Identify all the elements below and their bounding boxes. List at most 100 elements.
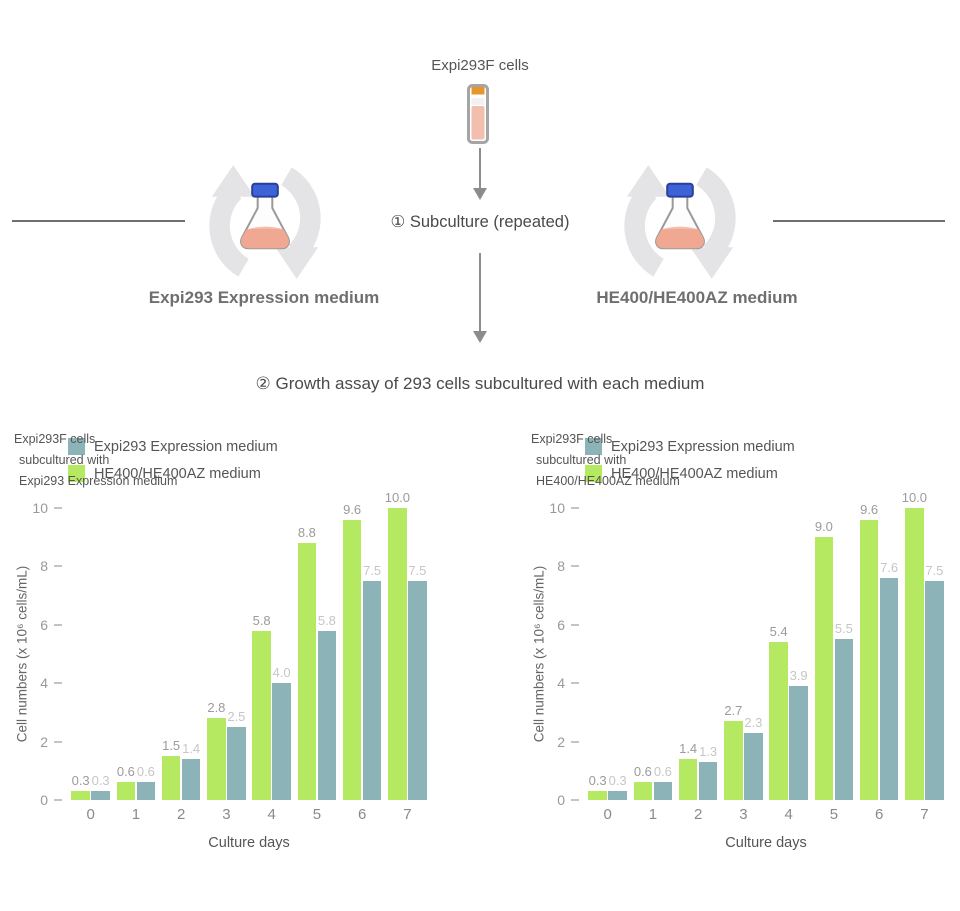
bar: 0.3 <box>91 773 110 800</box>
bar-value-label: 0.3 <box>608 773 627 789</box>
bar: 7.5 <box>362 563 382 800</box>
annotation-line: HE400/HE400AZ medium <box>536 474 680 488</box>
bar-group: 1.4 1.3 <box>676 741 721 800</box>
bar-group: 0.3 0.3 <box>68 773 113 800</box>
bar-group: 5.4 3.9 <box>766 624 811 800</box>
recycle-arrows-icon <box>624 165 736 279</box>
annotation-line: Expi293F cells <box>14 432 96 446</box>
x-axis-labels: 0 1 2 3 4 5 6 7 <box>585 806 947 823</box>
flask-icon <box>655 182 705 250</box>
bar-value-label: 0.3 <box>71 773 90 789</box>
legend-label: HE400/HE400AZ medium <box>94 465 261 482</box>
bar: 2.7 <box>724 703 743 800</box>
bar: 10.0 <box>902 490 927 800</box>
y-tick-mark <box>54 623 62 626</box>
x-tick-label: 0 <box>603 806 612 823</box>
bar: 7.5 <box>408 563 427 800</box>
y-tick-mark <box>571 507 579 509</box>
x-axis-labels: 0 1 2 3 4 5 6 7 <box>68 806 430 823</box>
bar-value-label: 7.5 <box>408 563 427 578</box>
bar: 9.6 <box>342 502 362 800</box>
bar-group: 9.6 7.5 <box>340 502 385 800</box>
chart-annotation: Expi293F cells subcultured with Expi293 … <box>14 429 177 492</box>
y-tick-label: 0 <box>557 792 565 808</box>
bar-value-label: 5.8 <box>317 612 336 628</box>
bar: 0.3 <box>608 773 627 800</box>
x-tick-label: 2 <box>176 806 186 823</box>
legend-swatch-expi293 <box>585 438 602 455</box>
bar: 2.5 <box>227 709 246 800</box>
bar: 5.8 <box>317 613 337 800</box>
bar-group: 10.0 7.5 <box>385 490 430 800</box>
bar: 5.4 <box>769 624 788 800</box>
legend-label: Expi293 Expression medium <box>94 438 278 455</box>
bar-value-label: 3.9 <box>789 668 808 684</box>
bar-value-label: 5.5 <box>834 621 853 637</box>
bar-value-label: 2.3 <box>744 714 763 730</box>
bar-group: 9.6 7.6 <box>857 502 902 800</box>
growth-chart-expi293: Expi293 Expression medium HE400/HE400AZ … <box>0 425 460 885</box>
x-tick-label: 5 <box>312 806 322 823</box>
bar-value-label: 0.6 <box>116 764 135 780</box>
recycle-arrows-icon <box>209 165 321 279</box>
growth-chart-he400: Expi293 Expression medium HE400/HE400AZ … <box>517 425 960 885</box>
x-tick-label: 6 <box>874 806 884 823</box>
y-tick-mark <box>571 565 579 568</box>
legend-item: HE400/HE400AZ medium <box>68 460 278 487</box>
y-tick-mark <box>54 799 62 801</box>
bar-value-label: 0.6 <box>633 764 652 780</box>
x-tick-label: 7 <box>920 806 929 823</box>
bar-value-label: 7.5 <box>363 563 382 578</box>
subculture-cycle-icon-left <box>195 152 335 292</box>
y-tick-label: 2 <box>40 733 48 750</box>
y-tick-label: 10 <box>549 500 565 516</box>
x-tick-label: 1 <box>131 806 141 823</box>
legend-swatch-he400 <box>585 465 602 482</box>
step1-label: ① Subculture (repeated) <box>390 213 570 231</box>
bar: 9.0 <box>814 519 834 800</box>
bar-group: 2.7 2.3 <box>721 703 766 800</box>
bar-value-label: 1.3 <box>699 744 718 760</box>
bar-value-label: 5.8 <box>252 612 271 628</box>
bar-group: 8.8 5.8 <box>294 525 339 800</box>
bar-value-label: 9.6 <box>860 501 879 517</box>
legend-item: Expi293 Expression medium <box>68 433 278 460</box>
bar-value-label: 5.4 <box>769 624 788 640</box>
bar-value-label: 1.5 <box>162 738 181 754</box>
bar: 0.6 <box>633 764 653 800</box>
x-tick-label: 3 <box>222 806 231 823</box>
annotation-line: Expi293F cells <box>531 432 613 446</box>
y-tick-mark <box>571 799 579 801</box>
y-tick-mark <box>571 740 579 743</box>
y-tick-label: 4 <box>557 675 565 692</box>
flask-icon <box>240 182 290 250</box>
chart-legend: Expi293 Expression medium HE400/HE400AZ … <box>68 433 278 487</box>
step2-label: ② Growth assay of 293 cells subcultured … <box>255 374 705 393</box>
annotation-line: subcultured with <box>536 453 627 467</box>
bar: 3.9 <box>789 668 808 800</box>
legend-label: HE400/HE400AZ medium <box>611 465 778 482</box>
bar: 7.6 <box>879 560 899 800</box>
bar-group: 10.0 7.5 <box>902 490 947 800</box>
y-tick-label: 2 <box>557 733 565 750</box>
bar: 0.6 <box>653 764 673 800</box>
x-axis-title: Culture days <box>725 835 807 851</box>
divider-line-left <box>12 220 185 222</box>
bar: 2.3 <box>744 715 763 800</box>
left-medium-label: Expi293 Expression medium <box>148 288 380 307</box>
y-axis: 0 2 4 6 8 10 <box>517 500 579 808</box>
y-tick-label: 4 <box>40 675 48 692</box>
bar: 5.8 <box>252 613 271 800</box>
bar: 4.0 <box>272 665 291 800</box>
legend-item: Expi293 Expression medium <box>585 433 795 460</box>
y-tick-mark <box>571 682 579 685</box>
bar: 7.5 <box>925 563 944 800</box>
legend-item: HE400/HE400AZ medium <box>585 460 795 487</box>
bar-value-label: 7.5 <box>925 563 944 578</box>
bar: 0.3 <box>71 773 90 800</box>
chart-legend: Expi293 Expression medium HE400/HE400AZ … <box>585 433 795 487</box>
bar-value-label: 9.6 <box>343 501 362 517</box>
x-tick-label: 3 <box>739 806 748 823</box>
bar: 0.6 <box>116 764 136 800</box>
